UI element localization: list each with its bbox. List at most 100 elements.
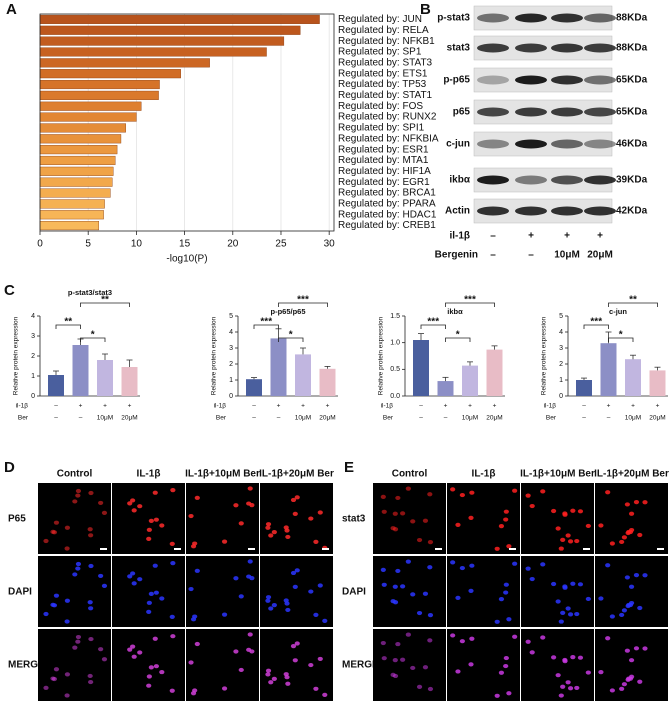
cell-nucleus: [637, 605, 643, 611]
y-tick-label: 3: [229, 345, 233, 352]
significance-label: *: [619, 330, 623, 341]
cell-nucleus: [170, 561, 176, 566]
bar: [39, 155, 116, 166]
cell-nucleus: [322, 692, 328, 697]
cell-nucleus: [127, 574, 133, 579]
protein-label: p-stat3: [437, 13, 470, 24]
cell-nucleus: [64, 693, 70, 698]
blot-band: [584, 13, 616, 23]
cell-nucleus: [405, 632, 411, 637]
bar: [576, 380, 592, 396]
cell-nucleus: [642, 573, 648, 578]
chart-title: ikbα: [447, 307, 463, 316]
cell-nucleus: [75, 634, 82, 640]
cell-nucleus: [221, 612, 228, 617]
cell-nucleus: [265, 668, 272, 673]
cell-nucleus: [101, 657, 108, 662]
cell-nucleus: [455, 669, 461, 674]
y-tick-label: 2: [31, 353, 35, 360]
cell-nucleus: [50, 529, 56, 534]
cell-nucleus: [410, 592, 416, 597]
y-tick-label: 3: [31, 333, 35, 340]
cell-nucleus: [317, 510, 323, 515]
x-row-label: +: [656, 403, 660, 410]
bar: [486, 349, 503, 396]
cell-nucleus: [233, 503, 239, 508]
significance-label: **: [101, 295, 109, 306]
significance-bracket: [608, 302, 658, 307]
cell-nucleus: [285, 607, 291, 613]
bar: [39, 199, 105, 209]
x-row-label: 20μM: [486, 415, 502, 422]
cell-nucleus: [247, 632, 253, 637]
cell-nucleus: [427, 686, 434, 692]
cell-nucleus: [598, 596, 604, 601]
cell-nucleus: [284, 601, 290, 606]
x-row-label: +: [444, 403, 448, 410]
bar: [462, 365, 478, 396]
cell-nucleus: [170, 488, 176, 493]
cell-nucleus: [422, 518, 429, 523]
x-tick-label: 10: [131, 239, 143, 250]
cell-nucleus: [313, 612, 319, 618]
cell-nucleus: [159, 523, 165, 528]
chart-title: p-stat3/stat3: [68, 288, 112, 297]
bar: [39, 134, 122, 144]
cell-nucleus: [570, 581, 576, 586]
protein-label: ikbα: [449, 175, 470, 186]
cell-nucleus: [512, 634, 518, 639]
x-tick-label: 5: [85, 239, 91, 250]
cell-nucleus: [558, 546, 564, 551]
bar: [39, 36, 285, 46]
cell-nucleus: [87, 600, 93, 605]
protein-label: Actin: [445, 206, 470, 217]
cell-nucleus: [294, 568, 300, 573]
row-label: MERGE: [8, 660, 45, 671]
category-label: Regulated by: STAT3: [338, 57, 433, 68]
bar: [600, 343, 617, 396]
category-label: Regulated by: RUNX2: [338, 112, 437, 123]
bar: [39, 210, 104, 220]
y-tick-label: 1: [31, 373, 35, 380]
cell-nucleus: [567, 539, 574, 544]
cell-nucleus: [529, 650, 535, 655]
cell-nucleus: [53, 667, 60, 672]
x-row-label: +: [103, 403, 107, 410]
cell-nucleus: [605, 490, 611, 495]
cell-nucleus: [290, 497, 297, 503]
significance-label: ***: [464, 295, 476, 306]
cell-nucleus: [469, 490, 475, 495]
cell-nucleus: [152, 490, 158, 495]
treatment-label: –: [490, 231, 496, 242]
cell-nucleus: [503, 655, 509, 661]
bar: [295, 354, 311, 396]
blot-band: [515, 175, 547, 185]
x-row-name: il-1β: [16, 403, 29, 410]
cell-nucleus: [130, 498, 136, 503]
cell-nucleus: [422, 591, 429, 596]
cell-nucleus: [570, 654, 576, 660]
blot-band: [477, 139, 509, 149]
cell-nucleus: [450, 487, 456, 492]
bar: [39, 145, 118, 155]
cell-nucleus: [621, 682, 628, 687]
size-label: 46KDa: [616, 139, 648, 150]
cell-nucleus: [265, 522, 272, 527]
cell-nucleus: [390, 599, 396, 604]
cell-nucleus: [637, 532, 643, 538]
cell-nucleus: [405, 559, 411, 564]
cell-nucleus: [285, 534, 291, 540]
cell-nucleus: [609, 614, 615, 619]
blot-band: [584, 107, 616, 117]
cell-nucleus: [633, 572, 640, 578]
significance-label: ***: [297, 295, 309, 306]
significance-label: ***: [427, 317, 439, 328]
column-label: IL-1β: [137, 469, 161, 480]
blot-band: [477, 75, 509, 85]
x-row-label: +: [79, 403, 83, 410]
cell-nucleus: [188, 586, 194, 592]
cell-nucleus: [498, 524, 505, 529]
cell-nucleus: [88, 606, 94, 611]
cell-nucleus: [562, 584, 568, 589]
cell-nucleus: [284, 528, 290, 533]
